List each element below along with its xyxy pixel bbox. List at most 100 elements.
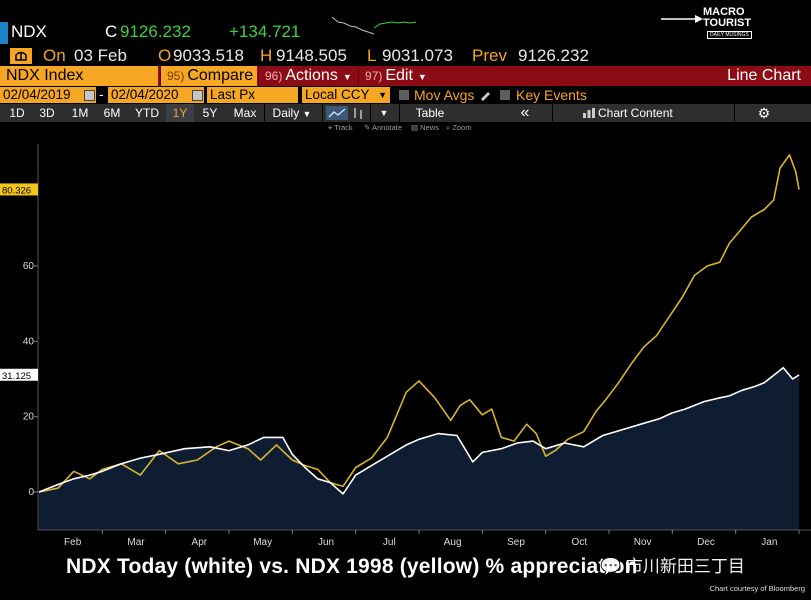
key-events-checkbox[interactable] [500, 90, 510, 100]
ohlc-bar: On 03 Feb O 9033.518 H 9148.505 L 9031.0… [0, 46, 811, 66]
chart-content-icon [583, 108, 595, 118]
field-selector[interactable]: Last Px [207, 87, 298, 103]
x-tick-label: Aug [444, 537, 462, 548]
x-tick-label: Jun [318, 537, 334, 548]
ndx-today-last-value-tag [0, 368, 38, 381]
x-tick-label: Nov [634, 537, 652, 548]
actions-num: 96) [265, 69, 283, 83]
line-chart[interactable]: 0 20 40 60 Feb Mar Apr May Jun Jul Aug Sep Oct Nov Dec… [0, 134, 811, 550]
arrow-icon [661, 15, 703, 23]
ndx-today-line [38, 366, 800, 495]
actions-menu[interactable]: 96) Actions ▼ [258, 66, 357, 86]
year-label: 2020 [758, 549, 781, 550]
calendar-icon[interactable] [84, 90, 95, 101]
watermark: 💬 市川新田三丁目 [600, 552, 745, 577]
y-tick-label: 60 [23, 261, 35, 272]
gear-icon[interactable]: ⚙ [757, 105, 771, 121]
mov-avgs-label: Mov Avgs [414, 87, 475, 103]
drawing-tools: ⌖ Track ✎ Annotate ▤ News ⌕ Zoom [0, 122, 811, 134]
x-tick-label: May [253, 537, 272, 548]
divider [734, 104, 735, 122]
prev-label: Prev [472, 46, 507, 65]
wechat-icon: 💬 [600, 557, 622, 576]
range-1m-button[interactable]: 1M [71, 106, 89, 120]
date-label: On [43, 46, 66, 65]
range-1y-button[interactable]: 1Y [166, 104, 194, 122]
start-date-field[interactable]: 02/04/2019 [0, 87, 96, 103]
zoom-tool[interactable]: ⌕ Zoom [446, 123, 472, 132]
actions-label: Actions [285, 67, 338, 84]
mov-avgs-checkbox[interactable] [399, 90, 409, 100]
line-chart-icon[interactable] [326, 106, 348, 120]
x-tick-label: Mar [127, 537, 145, 548]
chart-type-label: Line Chart [727, 67, 801, 84]
low-label: L [367, 46, 377, 65]
ticker-label: NDX [11, 22, 47, 41]
range-3d-button[interactable]: 3D [39, 106, 55, 120]
divider [264, 104, 265, 122]
last-value-label: 31.125 [2, 371, 31, 382]
calendar-icon[interactable] [192, 90, 203, 101]
range-toolbar: 1D 3D 1M 6M YTD 1Y 5Y Max Daily ▼ ▼ Tabl… [0, 104, 811, 122]
range-1d-button[interactable]: 1D [9, 106, 25, 120]
compare-num: 95) [167, 69, 185, 83]
x-tick-label: Sep [507, 537, 525, 548]
frequency-selector[interactable]: Daily ▼ [266, 104, 318, 122]
range-ytd-button[interactable]: YTD [135, 106, 159, 120]
x-tick-label: Jan [761, 537, 777, 548]
pencil-icon[interactable] [479, 89, 491, 101]
macro-tourist-logo: MACRO TOURIST DAILY MUSINGS [661, 5, 761, 41]
x-tick-label: Oct [572, 537, 588, 548]
zoom-label: Zoom [452, 123, 472, 132]
open-label: O [158, 46, 172, 65]
range-6m-button[interactable]: 6M [103, 106, 121, 120]
annotate-label: Annotate [371, 123, 402, 132]
compare-menu[interactable]: 95) Compare [160, 66, 257, 86]
chart-content-button[interactable]: Chart Content [598, 106, 673, 120]
compare-label: Compare [187, 67, 254, 84]
ndx-1998-last-value-tag [0, 183, 38, 196]
alert-icon[interactable] [10, 48, 32, 64]
annotate-tool[interactable]: ✎ Annotate [364, 123, 402, 132]
chart-type-dropdown[interactable]: ▼ [379, 108, 389, 118]
end-date-field[interactable]: 02/04/2020 [108, 87, 204, 103]
edit-num: 97) [365, 69, 383, 83]
ndx-today-area [39, 367, 799, 530]
price-prefix: C [105, 22, 118, 41]
high-value: 9148.505 [276, 46, 347, 65]
y-tick-label: 0 [28, 487, 34, 498]
y-tick-label: 20 [23, 412, 35, 423]
range-max-button[interactable]: Max [233, 106, 257, 120]
x-tick-label: Dec [697, 537, 715, 548]
caret-down-icon: ▼ [302, 109, 312, 119]
price-change: +134.721 [229, 22, 301, 41]
edit-menu[interactable]: 97) Edit ▼ [358, 66, 435, 86]
bar-chart-icon[interactable] [351, 106, 365, 120]
table-button[interactable]: Table [415, 106, 445, 120]
start-date-value: 02/04/2019 [3, 87, 71, 102]
end-date-value: 02/04/2020 [111, 87, 179, 102]
last-price: 9126.232 [120, 22, 191, 41]
quote-date: 03 Feb [74, 46, 127, 65]
ndx-1998-line [38, 154, 800, 493]
prev-value: 9126.232 [518, 46, 589, 65]
security-marker [0, 22, 8, 44]
edit-label: Edit [385, 67, 413, 84]
track-tool[interactable]: ⌖ Track [328, 123, 353, 132]
logo-line1: MACRO [703, 6, 745, 18]
news-tool[interactable]: ▤ News [411, 123, 439, 132]
caret-down-icon: ▼ [378, 90, 387, 100]
range-5y-button[interactable]: 5Y [202, 106, 218, 120]
track-label: Track [334, 123, 353, 132]
currency-value: Local CCY [305, 87, 370, 102]
divider [322, 104, 323, 122]
y-tick-label: 40 [23, 336, 35, 347]
x-tick-label: Apr [192, 537, 208, 548]
currency-selector[interactable]: Local CCY ▼ [302, 87, 390, 103]
collapse-button[interactable]: « [520, 104, 530, 121]
security-field[interactable]: NDX Index [0, 66, 158, 86]
logo-line2: TOURIST [703, 17, 752, 29]
year-label: 2019 [378, 549, 401, 550]
caret-down-icon: ▼ [417, 72, 427, 82]
divider [370, 104, 371, 122]
